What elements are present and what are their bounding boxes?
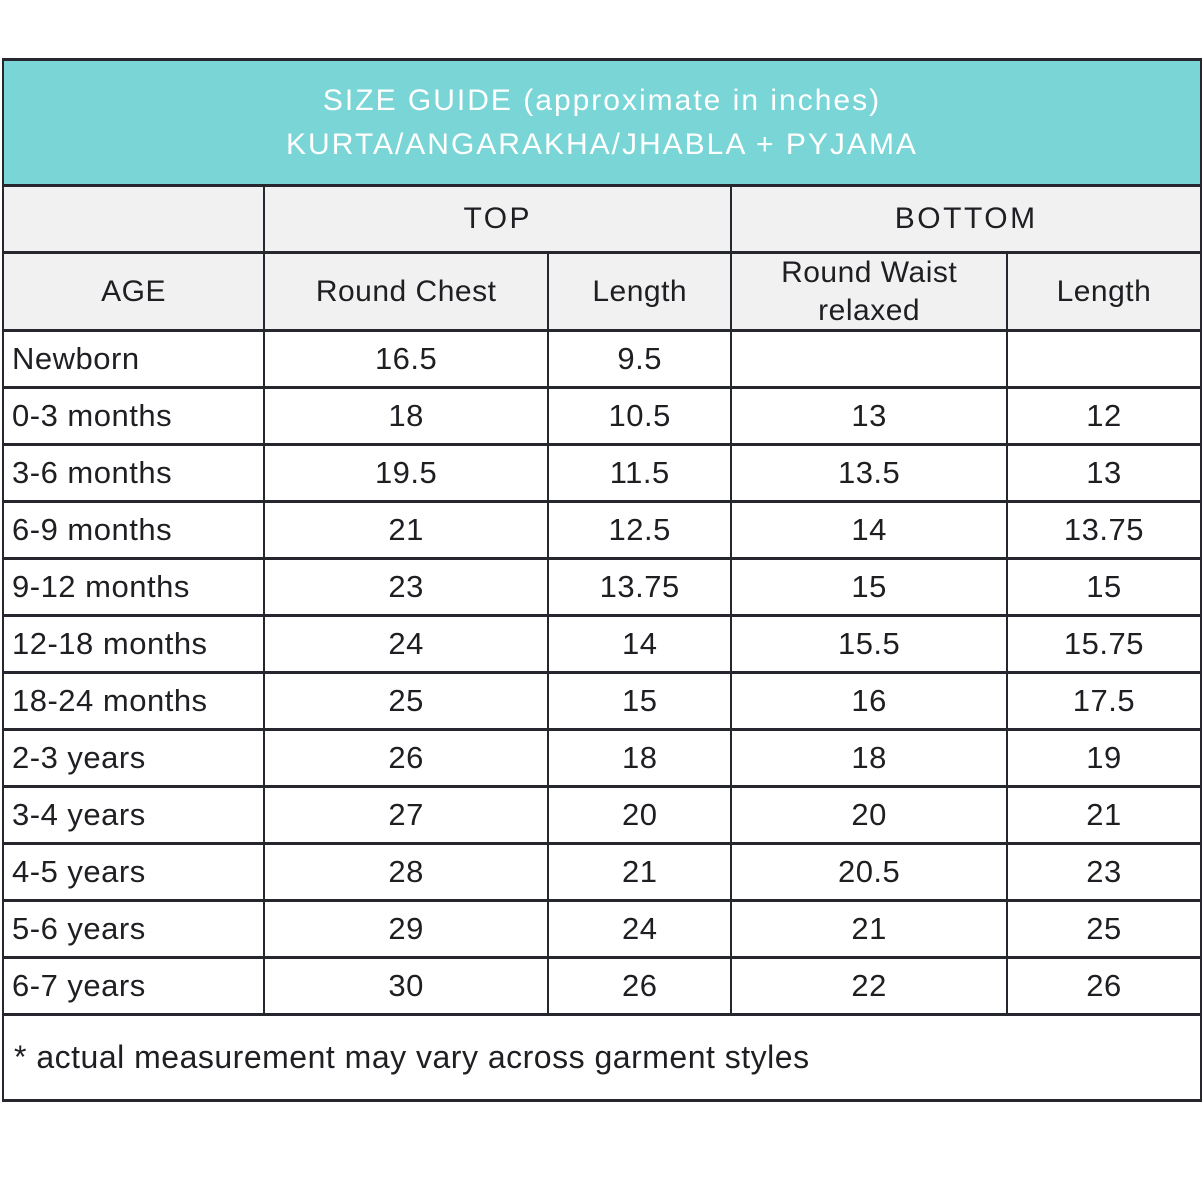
value-cell: 10.5 — [547, 386, 733, 446]
value-cell: 20.5 — [730, 842, 1008, 902]
value-cell: 21 — [730, 899, 1008, 959]
value-cell: 15.5 — [730, 614, 1008, 674]
value-cell — [1005, 329, 1203, 389]
value-cell: 13.75 — [1005, 500, 1203, 560]
table-row: 5-6 years 29 24 21 25 — [1, 899, 1203, 959]
table-row: Newborn 16.5 9.5 — [1, 329, 1203, 389]
group-header-bottom: BOTTOM — [730, 184, 1202, 254]
age-cell: Newborn — [1, 329, 266, 389]
value-cell: 13.5 — [730, 443, 1008, 503]
table-row: 9-12 months 23 13.75 15 15 — [1, 557, 1203, 617]
col-header-round-waist: Round Waist relaxed — [730, 251, 1008, 332]
value-cell: 21 — [1005, 785, 1203, 845]
value-cell: 9.5 — [547, 329, 733, 389]
value-cell: 18 — [730, 728, 1008, 788]
age-cell: 5-6 years — [1, 899, 266, 959]
age-cell: 3-4 years — [1, 785, 266, 845]
banner-row: SIZE GUIDE (approximate in inches) KURTA… — [2, 58, 1202, 187]
value-cell: 18 — [547, 728, 733, 788]
value-cell: 19.5 — [263, 443, 550, 503]
value-cell: 16 — [730, 671, 1008, 731]
age-cell: 3-6 months — [1, 443, 266, 503]
table-row: 12-18 months 24 14 15.5 15.75 — [1, 614, 1203, 674]
table-row: 4-5 years 28 21 20.5 23 — [1, 842, 1203, 902]
value-cell: 25 — [1005, 899, 1203, 959]
value-cell: 11.5 — [547, 443, 733, 503]
value-cell: 15 — [730, 557, 1008, 617]
col-header-bottom-length: Length — [1005, 251, 1203, 332]
col-header-age: AGE — [1, 251, 266, 332]
age-cell: 6-7 years — [1, 956, 266, 1016]
value-cell: 26 — [547, 956, 733, 1016]
table-row: 18-24 months 25 15 16 17.5 — [1, 671, 1203, 731]
age-cell: 12-18 months — [1, 614, 266, 674]
group-header-empty — [1, 184, 266, 254]
value-cell: 15.75 — [1005, 614, 1203, 674]
column-header-row: AGE Round Chest Length Round Waist relax… — [1, 251, 1203, 332]
value-cell: 22 — [730, 956, 1008, 1016]
value-cell: 13.75 — [547, 557, 733, 617]
value-cell: 27 — [263, 785, 550, 845]
table-row: 0-3 months 18 10.5 13 12 — [1, 386, 1203, 446]
value-cell: 15 — [1005, 557, 1203, 617]
value-cell: 21 — [263, 500, 550, 560]
value-cell: 20 — [547, 785, 733, 845]
value-cell: 12 — [1005, 386, 1203, 446]
table-row: 6-9 months 21 12.5 14 13.75 — [1, 500, 1203, 560]
col-header-round-chest: Round Chest — [263, 251, 550, 332]
value-cell: 16.5 — [263, 329, 550, 389]
size-guide-page: SIZE GUIDE (approximate in inches) KURTA… — [1, 58, 1203, 1102]
value-cell: 30 — [263, 956, 550, 1016]
value-cell: 28 — [263, 842, 550, 902]
value-cell: 15 — [547, 671, 733, 731]
value-cell: 23 — [263, 557, 550, 617]
age-cell: 6-9 months — [1, 500, 266, 560]
value-cell: 13 — [730, 386, 1008, 446]
footnote: * actual measurement may vary across gar… — [2, 1013, 1202, 1102]
banner: SIZE GUIDE (approximate in inches) KURTA… — [2, 58, 1202, 187]
value-cell: 17.5 — [1005, 671, 1203, 731]
value-cell: 29 — [263, 899, 550, 959]
table-row: 3-4 years 27 20 20 21 — [1, 785, 1203, 845]
value-cell: 12.5 — [547, 500, 733, 560]
value-cell: 24 — [547, 899, 733, 959]
banner-title-line1: SIZE GUIDE (approximate in inches) — [322, 84, 882, 117]
age-cell: 2-3 years — [1, 728, 266, 788]
age-cell: 18-24 months — [1, 671, 266, 731]
value-cell: 26 — [263, 728, 550, 788]
value-cell: 19 — [1005, 728, 1203, 788]
value-cell: 14 — [730, 500, 1008, 560]
age-cell: 0-3 months — [1, 386, 266, 446]
value-cell: 24 — [263, 614, 550, 674]
group-header-top: TOP — [263, 184, 733, 254]
value-cell: 20 — [730, 785, 1008, 845]
value-cell — [730, 329, 1008, 389]
col-header-top-length: Length — [547, 251, 733, 332]
value-cell: 23 — [1005, 842, 1203, 902]
size-guide-table: SIZE GUIDE (approximate in inches) KURTA… — [1, 58, 1203, 1102]
age-cell: 4-5 years — [1, 842, 266, 902]
value-cell: 14 — [547, 614, 733, 674]
table-row: 3-6 months 19.5 11.5 13.5 13 — [1, 443, 1203, 503]
footnote-row: * actual measurement may vary across gar… — [2, 1013, 1202, 1102]
value-cell: 26 — [1005, 956, 1203, 1016]
value-cell: 25 — [263, 671, 550, 731]
value-cell: 18 — [263, 386, 550, 446]
table-row: 2-3 years 26 18 18 19 — [1, 728, 1203, 788]
group-header-row: TOP BOTTOM — [1, 184, 1202, 254]
value-cell: 13 — [1005, 443, 1203, 503]
banner-title-line2: KURTA/ANGARAKHA/JHABLA + PYJAMA — [286, 127, 918, 161]
table-row: 6-7 years 30 26 22 26 — [1, 956, 1203, 1016]
value-cell: 21 — [547, 842, 733, 902]
age-cell: 9-12 months — [1, 557, 266, 617]
